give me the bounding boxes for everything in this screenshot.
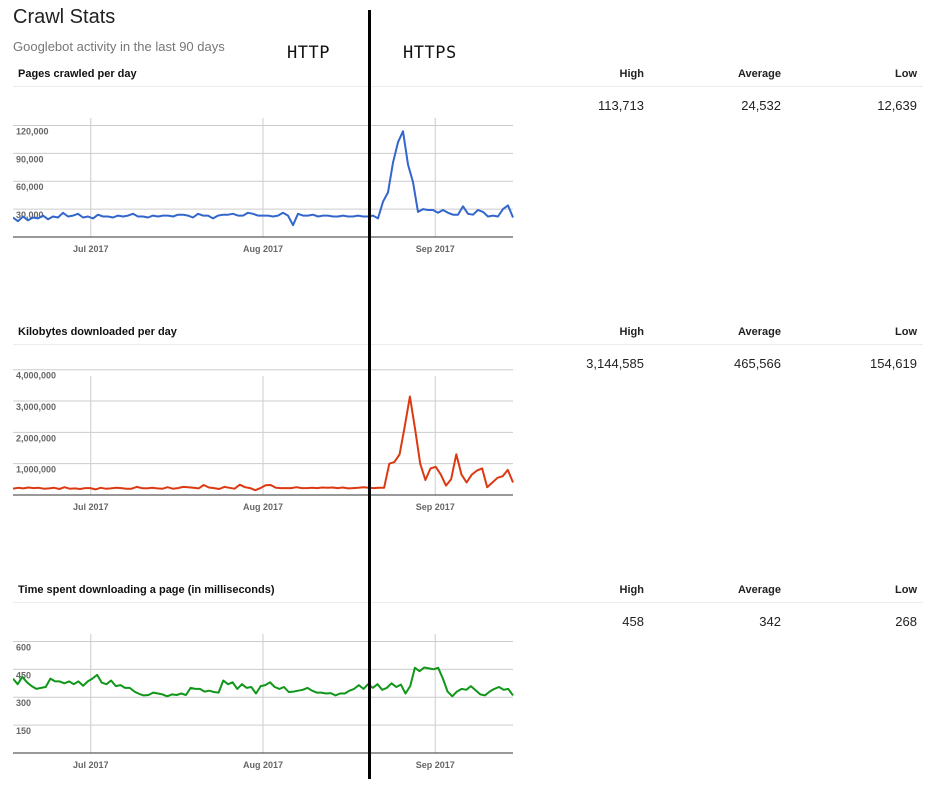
average-header: Average bbox=[737, 326, 781, 338]
pages-crawled-chart: 120,000 90,000 60,000 30,000 Jul 2017 Aug 201… bbox=[13, 118, 514, 254]
time-spent-chart: 600 450 300 150 Jul 2017 Aug 2017 Sep 2017 bbox=[13, 634, 514, 770]
x-tick-label: Jul 2017 bbox=[73, 760, 109, 770]
y-tick-label: 600 bbox=[16, 642, 31, 652]
average-header: Average bbox=[737, 584, 781, 596]
section-title: Pages crawled per day bbox=[18, 68, 137, 80]
low-header: Low bbox=[895, 68, 917, 80]
high-header: High bbox=[619, 68, 644, 80]
kilobytes-chart: 4,000,000 3,000,000 2,000,000 1,000,000 Jul … bbox=[13, 369, 514, 512]
high-value: 113,713 bbox=[597, 98, 644, 113]
average-value: 342 bbox=[759, 614, 781, 629]
low-value: 154,619 bbox=[870, 356, 917, 371]
page-subtitle: Googlebot activity in the last 90 days bbox=[13, 39, 225, 54]
http-annotation: HTTP bbox=[287, 43, 330, 63]
y-tick-label: 120,000 bbox=[16, 126, 49, 136]
y-tick-label: 1,000,000 bbox=[16, 465, 56, 475]
x-tick-label: Aug 2017 bbox=[243, 244, 283, 254]
y-tick-label: 30,000 bbox=[16, 210, 44, 220]
series-line bbox=[13, 130, 514, 227]
section-title: Time spent downloading a page (in millis… bbox=[18, 584, 275, 596]
y-tick-label: 60,000 bbox=[16, 182, 44, 192]
y-tick-label: 4,000,000 bbox=[16, 371, 56, 381]
low-value: 12,639 bbox=[877, 98, 917, 113]
high-value: 3,144,585 bbox=[586, 356, 644, 371]
x-tick-label: Aug 2017 bbox=[243, 502, 283, 512]
high-header: High bbox=[619, 584, 644, 596]
y-tick-label: 2,000,000 bbox=[16, 433, 56, 443]
http-https-divider bbox=[368, 10, 371, 779]
section-header: Time spent downloading a page (in millis… bbox=[13, 582, 923, 603]
section-header: Pages crawled per day High Average Low bbox=[13, 66, 923, 87]
page-title: Crawl Stats bbox=[13, 6, 116, 28]
y-tick-label: 300 bbox=[16, 698, 31, 708]
series-line bbox=[13, 395, 514, 492]
low-value: 268 bbox=[895, 614, 917, 629]
y-tick-label: 150 bbox=[16, 726, 31, 736]
high-header: High bbox=[619, 326, 644, 338]
x-tick-label: Sep 2017 bbox=[416, 502, 455, 512]
https-annotation: HTTPS bbox=[403, 43, 457, 63]
y-tick-label: 3,000,000 bbox=[16, 402, 56, 412]
low-header: Low bbox=[895, 584, 917, 596]
x-tick-label: Aug 2017 bbox=[243, 760, 283, 770]
x-tick-label: Jul 2017 bbox=[73, 502, 109, 512]
x-tick-label: Sep 2017 bbox=[416, 760, 455, 770]
high-value: 458 bbox=[622, 614, 644, 629]
average-header: Average bbox=[737, 68, 781, 80]
x-tick-label: Sep 2017 bbox=[416, 244, 455, 254]
series-line bbox=[13, 666, 514, 698]
section-title: Kilobytes downloaded per day bbox=[18, 326, 177, 338]
x-tick-label: Jul 2017 bbox=[73, 244, 109, 254]
y-tick-label: 450 bbox=[16, 670, 31, 680]
low-header: Low bbox=[895, 326, 917, 338]
average-value: 24,532 bbox=[741, 98, 781, 113]
section-header: Kilobytes downloaded per day High Averag… bbox=[13, 324, 923, 345]
y-tick-label: 90,000 bbox=[16, 154, 44, 164]
average-value: 465,566 bbox=[734, 356, 781, 371]
